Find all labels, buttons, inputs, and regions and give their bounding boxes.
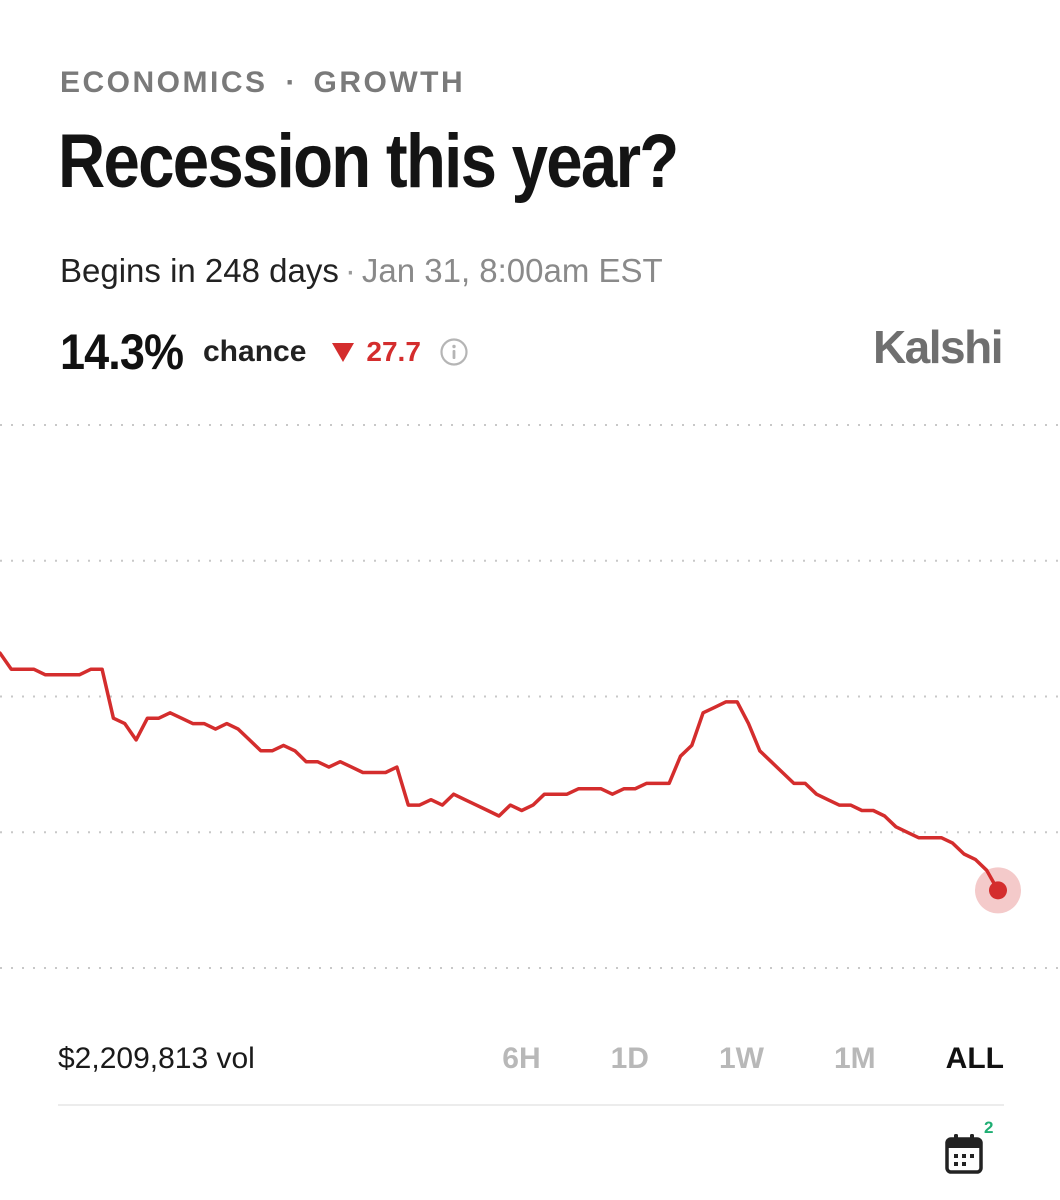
down-triangle-icon [332,342,355,362]
chart-footer: $2,209,813 vol 6H 1D 1W 1M ALL [58,1036,1004,1086]
subcategory-label[interactable]: GROWTH [313,66,466,99]
range-6h[interactable]: 6H [502,1042,541,1075]
category-label[interactable]: ECONOMICS [60,66,268,99]
event-timing: Begins in 248 days · Jan 31, 8:00am EST [60,252,663,290]
price-chart[interactable] [0,400,1060,1000]
range-1d[interactable]: 1D [610,1042,649,1075]
probability-summary: 14.3% chance 27.7 [60,322,469,382]
calendar-icon[interactable] [944,1132,984,1176]
volume-text: $2,209,813 vol [58,1042,255,1075]
footer-divider [58,1104,1004,1106]
chance-label: chance [203,335,307,368]
brand-logo: Kalshi [872,321,1004,373]
page-title: Recession this year? [58,119,679,204]
change-value: 27.7 [366,336,421,367]
timing-separator: · [344,252,356,289]
chart-gridlines [0,424,1060,969]
info-icon[interactable] [439,337,469,367]
breadcrumb-separator: · [285,66,296,99]
breadcrumb: ECONOMICS · GROWTH [60,66,465,100]
range-1w[interactable]: 1W [718,1042,764,1075]
range-all[interactable]: ALL [945,1042,1004,1075]
chance-percent: 14.3% [60,324,184,380]
series-line [0,651,1000,893]
close-date: Jan 31, 8:00am EST [361,252,663,289]
current-point [989,881,1007,900]
calendar-badge: 2 [984,1118,994,1137]
range-1m[interactable]: 1M [833,1042,876,1075]
time-range-tabs: 6H 1D 1W 1M ALL [432,1042,1004,1076]
begins-text: Begins in 248 days [60,252,339,289]
